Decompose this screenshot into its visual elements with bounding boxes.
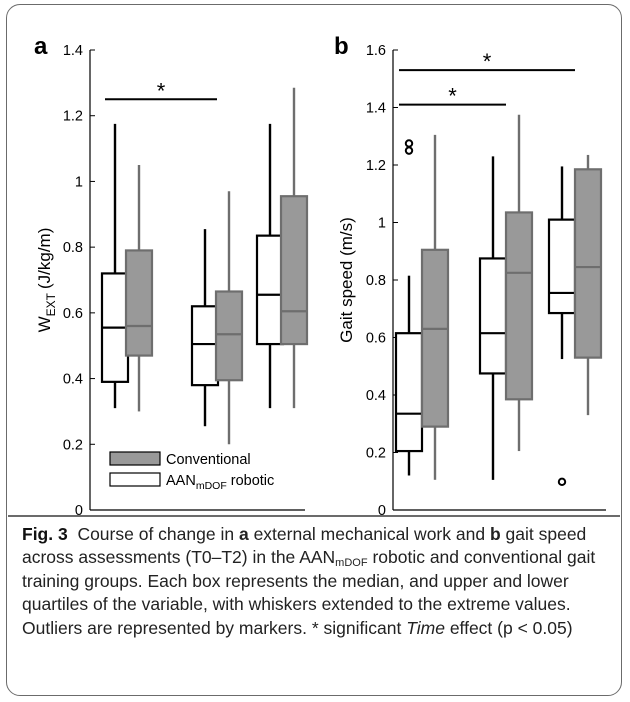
panel-a-letter: a [34,33,48,60]
panel-b-chart: Gait speed (m/s) 0 0.2 0.4 0.6 0.8 1 1.2 1.4 1.6… [337,43,606,515]
figure-caption: Fig. 3 Course of change in a external me… [22,523,612,640]
panel-b-y-tick-label: 0.4 [366,388,386,404]
figure-frame [6,4,622,696]
panel-a-conventional-t0-box [124,249,154,357]
panel-b-significance-star: * [448,84,457,109]
caption-divider [8,515,620,517]
panel-b-y-tick-label: 1.2 [366,158,386,174]
panel-b-conventional-t0-box [420,248,450,428]
panel-b-y-tick-label: 1.6 [366,43,386,59]
panel-b-robotic-t0-outlier [404,139,414,148]
panel-a-y-tick-label: 0.2 [63,437,83,453]
caption-fig-label: Fig. 3 [22,524,68,544]
legend-robotic-sub: mDOF [196,480,227,492]
panel-b-y-tick-label: 1.4 [366,101,386,117]
panel-a-y-tick-label: 0.4 [63,372,83,388]
panel-a-robotic-t1-box [190,305,220,387]
panel-a-significance-star: * [157,78,166,103]
panel-b-letter: b [334,33,349,60]
legend-robotic-label: AANmDOF robotic [166,473,274,492]
legend-conventional-label: Conventional [166,452,251,468]
panel-a-y-label: WEXT (J/kg/m) [35,228,58,333]
panel-a-y-label-unit: (J/kg/m) [35,228,54,289]
legend-conventional-swatch [109,451,161,466]
caption-text-2: external mechanical work and [253,524,486,544]
panel-b-y-tick-label: 0.2 [366,446,386,462]
panel-b-y-tick-label: 1 [378,216,386,232]
panel-b-robotic-t2-box [547,218,577,315]
panel-a-chart: WEXT (J/kg/m) Conventional AANmDOF robotic… [35,43,309,515]
panel-a-y-tick-label: 1.2 [63,109,83,125]
boxplot-figure: a b WEXT (J/kg/m) Conventional AANmDOF rob… [34,33,606,515]
panel-b-y-tick-label: 0 [378,503,386,515]
panel-a-y-tick-label: 0.8 [63,240,83,256]
panel-b-robotic-t1-box [478,257,508,375]
panel-a-y-tick-label: 1.4 [63,43,83,59]
panel-b-y-tick-label: 0.6 [366,331,386,347]
panel-b-robotic-t0-outlier [404,146,414,155]
panel-b-conventional-t1-box [504,211,534,401]
panel-b-robotic-t0-box [394,332,424,453]
caption-sub-mdof: mDOF [335,557,368,570]
panel-a-conventional-t1-box [214,290,244,382]
caption-text-5: effect (p < 0.05) [449,617,573,638]
panel-a-y-label-sub: EXT [44,292,58,316]
caption-bold-b: b [489,524,501,544]
caption-italic-time: Time [406,617,445,638]
panel-b-robotic-t2-outlier [557,477,567,487]
caption-bold-a: a [238,524,249,544]
panel-b-conventional-t2-box [573,168,603,359]
panel-a-robotic-t2-box [255,234,285,346]
panel-b-y-tick-label: 0.8 [366,273,386,289]
panel-a-conventional-t2-box [279,195,309,346]
panel-b-y-label: Gait speed (m/s) [337,217,356,343]
panel-a-y-tick-label: 1 [75,174,83,190]
caption-text-3: gait speed across assessments (T0–T2) in… [22,524,587,568]
legend-robotic-tail: robotic [231,473,275,489]
legend-robotic-swatch [109,472,161,487]
panel-a-y-tick-label: 0 [75,503,83,515]
caption-text-4: robotic and conventional gait training g… [22,547,596,638]
panel-b-significance-star: * [483,49,492,74]
panel-a-legend: Conventional AANmDOF robotic [109,451,274,492]
legend-robotic-main: AAN [166,473,196,489]
caption-text-1: Course of change in [77,524,235,544]
panel-a-y-tick-label: 0.6 [63,306,83,322]
panel-a-y-label-main: W [35,316,54,332]
